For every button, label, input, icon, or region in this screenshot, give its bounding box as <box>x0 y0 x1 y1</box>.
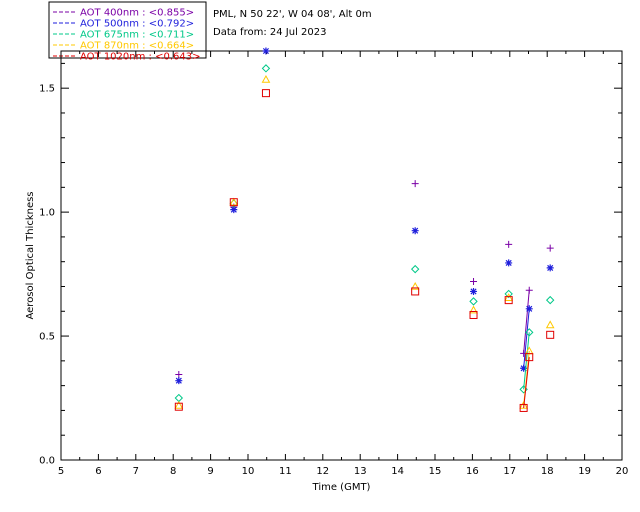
x-tick-label: 17 <box>503 466 516 477</box>
series <box>175 47 554 378</box>
x-tick-label: 8 <box>170 466 176 477</box>
data-point-diamond <box>174 393 184 403</box>
x-tick-label: 19 <box>578 466 591 477</box>
data-point-triangle <box>174 400 184 409</box>
series-line <box>523 357 530 408</box>
series <box>174 89 555 412</box>
y-tick-label: 1.0 <box>39 208 55 219</box>
data-point-square <box>525 353 534 362</box>
data-point-asterisk <box>520 364 528 372</box>
legend-label: AOT 675nm : <0.711> <box>80 30 194 41</box>
series <box>175 47 554 385</box>
data-marks <box>174 47 555 412</box>
data-point-triangle <box>261 74 271 83</box>
data-point-diamond <box>261 64 271 73</box>
plot-frame <box>60 50 623 461</box>
y-tick-label: 0.0 <box>39 456 55 467</box>
legend-label: AOT 870nm : <0.664> <box>80 41 194 52</box>
x-tick-label: 5 <box>58 466 64 477</box>
data-point-triangle <box>229 197 239 206</box>
data-point-diamond <box>469 297 478 306</box>
x-tick-label: 10 <box>242 466 255 477</box>
data-point-triangle <box>519 400 528 409</box>
data-point-square <box>519 403 528 412</box>
data-point-square <box>229 198 238 207</box>
data-point-triangle <box>410 281 420 290</box>
legend: AOT 400nm : <0.855>AOT 500nm : <0.792>AO… <box>48 1 207 63</box>
data-point-asterisk <box>411 227 419 235</box>
x-tick-label: 14 <box>391 466 404 477</box>
data-point-asterisk <box>230 206 238 214</box>
date-info: Data from: 24 Jul 2023 <box>213 27 326 38</box>
series <box>174 74 555 409</box>
data-point-asterisk <box>525 305 533 313</box>
data-point-square <box>411 287 420 296</box>
y-tick-label: 1.5 <box>39 84 55 95</box>
data-point-plus <box>175 370 183 378</box>
legend-label: AOT 1020nm : <0.643> <box>80 52 200 63</box>
legend-label: AOT 500nm : <0.792> <box>80 19 194 30</box>
data-point-triangle <box>504 293 514 301</box>
series <box>174 64 555 403</box>
data-point-triangle <box>545 320 555 329</box>
x-tick-label: 16 <box>466 466 479 477</box>
series-line <box>523 290 530 354</box>
data-point-plus <box>546 244 554 252</box>
series-line <box>523 308 530 369</box>
x-tick-label: 20 <box>616 466 629 477</box>
data-point-triangle <box>469 305 478 314</box>
x-axis-label: Time (GMT) <box>312 482 371 493</box>
data-point-square <box>261 89 270 98</box>
data-point-asterisk <box>470 287 478 295</box>
legend-box <box>48 1 207 59</box>
x-tick-label: 11 <box>279 466 292 477</box>
data-point-asterisk <box>546 264 554 272</box>
axis-ticks <box>60 51 623 461</box>
data-point-diamond <box>545 295 555 305</box>
data-point-plus <box>470 278 478 286</box>
data-point-asterisk <box>175 377 183 385</box>
axis-tick-labels: 5 6 7 8 9 10 11 12 13 14 15 16 17 18 19 20 0.0 0.5 1.0 1.5 <box>39 84 628 477</box>
data-point-square <box>174 402 183 411</box>
y-tick-label: 0.5 <box>39 332 55 343</box>
site-info: PML, N 50 22', W 04 08', Alt 0m <box>213 9 372 20</box>
x-tick-label: 15 <box>429 466 442 477</box>
data-point-diamond <box>525 328 534 337</box>
data-point-plus <box>411 180 419 188</box>
x-tick-label: 12 <box>316 466 329 477</box>
y-axis-label: Aerosol Optical Thickness <box>25 191 36 319</box>
data-point-plus <box>505 240 513 248</box>
legend-label: AOT 400nm : <0.855> <box>80 8 194 19</box>
data-point-square <box>546 330 555 339</box>
data-point-square <box>469 310 478 319</box>
data-point-square <box>504 296 513 305</box>
x-tick-label: 9 <box>207 466 213 477</box>
data-point-diamond <box>504 289 513 299</box>
x-tick-label: 18 <box>541 466 554 477</box>
x-tick-label: 6 <box>95 466 101 477</box>
data-point-asterisk <box>262 47 270 55</box>
x-tick-label: 7 <box>133 466 139 477</box>
x-tick-label: 13 <box>354 466 367 477</box>
data-point-plus <box>525 286 533 294</box>
data-point-asterisk <box>505 259 513 267</box>
data-point-diamond <box>410 264 420 274</box>
